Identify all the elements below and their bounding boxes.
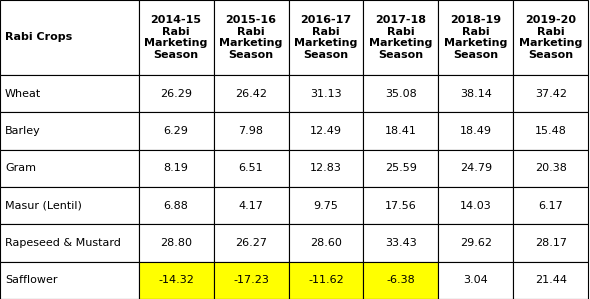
Bar <box>289 150 363 187</box>
Bar <box>363 150 438 187</box>
Bar <box>438 75 513 112</box>
Text: 6.51: 6.51 <box>239 163 263 173</box>
Text: 26.29: 26.29 <box>160 89 192 99</box>
Text: 6.17: 6.17 <box>539 201 563 211</box>
Text: 35.08: 35.08 <box>385 89 417 99</box>
Bar <box>363 112 438 150</box>
Text: 12.83: 12.83 <box>310 163 342 173</box>
Text: 26.27: 26.27 <box>235 238 267 248</box>
Bar <box>214 187 289 224</box>
Bar <box>289 75 363 112</box>
Text: Rapeseed & Mustard: Rapeseed & Mustard <box>5 238 121 248</box>
Text: Barley: Barley <box>5 126 41 136</box>
Text: -6.38: -6.38 <box>386 275 415 285</box>
Text: 2019-20
Rabi
Marketing
Season: 2019-20 Rabi Marketing Season <box>519 15 582 60</box>
Text: 2014-15
Rabi
Marketing
Season: 2014-15 Rabi Marketing Season <box>145 15 208 60</box>
Bar <box>139 75 214 112</box>
Text: 38.14: 38.14 <box>460 89 492 99</box>
Text: 18.41: 18.41 <box>385 126 417 136</box>
Bar <box>0 75 139 112</box>
Bar <box>289 187 363 224</box>
Text: 3.04: 3.04 <box>464 275 488 285</box>
Bar <box>289 224 363 262</box>
Bar <box>139 0 214 75</box>
Bar <box>0 224 139 262</box>
Text: -17.23: -17.23 <box>233 275 269 285</box>
Bar <box>513 187 588 224</box>
Bar <box>363 0 438 75</box>
Bar <box>438 112 513 150</box>
Text: 17.56: 17.56 <box>385 201 417 211</box>
Bar <box>438 150 513 187</box>
Text: 6.29: 6.29 <box>163 126 189 136</box>
Text: 31.13: 31.13 <box>310 89 342 99</box>
Text: 37.42: 37.42 <box>535 89 567 99</box>
Text: 14.03: 14.03 <box>460 201 491 211</box>
Text: Masur (Lentil): Masur (Lentil) <box>5 201 82 211</box>
Text: 4.17: 4.17 <box>238 201 264 211</box>
Bar <box>513 224 588 262</box>
Bar <box>0 150 139 187</box>
Text: -14.32: -14.32 <box>158 275 194 285</box>
Text: 24.79: 24.79 <box>460 163 492 173</box>
Bar <box>513 112 588 150</box>
Text: 8.19: 8.19 <box>163 163 189 173</box>
Bar <box>513 75 588 112</box>
Bar <box>139 187 214 224</box>
Text: 28.17: 28.17 <box>535 238 567 248</box>
Text: 6.88: 6.88 <box>163 201 189 211</box>
Text: Gram: Gram <box>5 163 36 173</box>
Text: Safflower: Safflower <box>5 275 57 285</box>
Bar <box>214 0 289 75</box>
Text: 2018-19
Rabi
Marketing
Season: 2018-19 Rabi Marketing Season <box>444 15 507 60</box>
Bar <box>513 0 588 75</box>
Text: 20.38: 20.38 <box>535 163 567 173</box>
Bar <box>513 150 588 187</box>
Text: 18.49: 18.49 <box>460 126 492 136</box>
Bar <box>513 262 588 299</box>
Text: 25.59: 25.59 <box>385 163 417 173</box>
Bar <box>139 112 214 150</box>
Text: 2015-16
Rabi
Marketing
Season: 2015-16 Rabi Marketing Season <box>219 15 283 60</box>
Bar <box>139 262 214 299</box>
Bar <box>363 75 438 112</box>
Bar <box>289 112 363 150</box>
Bar <box>438 187 513 224</box>
Bar <box>214 262 289 299</box>
Bar <box>438 262 513 299</box>
Text: 21.44: 21.44 <box>535 275 567 285</box>
Bar <box>214 224 289 262</box>
Text: 33.43: 33.43 <box>385 238 417 248</box>
Bar <box>438 224 513 262</box>
Text: 12.49: 12.49 <box>310 126 342 136</box>
Text: 7.98: 7.98 <box>238 126 264 136</box>
Text: 15.48: 15.48 <box>535 126 567 136</box>
Text: 9.75: 9.75 <box>313 201 339 211</box>
Bar <box>139 224 214 262</box>
Bar <box>289 262 363 299</box>
Text: Rabi Crops: Rabi Crops <box>5 33 72 42</box>
Bar <box>363 262 438 299</box>
Text: Wheat: Wheat <box>5 89 41 99</box>
Text: 26.42: 26.42 <box>235 89 267 99</box>
Text: 28.80: 28.80 <box>160 238 192 248</box>
Bar <box>438 0 513 75</box>
Bar <box>0 187 139 224</box>
Bar <box>363 224 438 262</box>
Text: 2016-17
Rabi
Marketing
Season: 2016-17 Rabi Marketing Season <box>294 15 358 60</box>
Bar <box>214 112 289 150</box>
Bar <box>214 150 289 187</box>
Bar <box>214 75 289 112</box>
Bar <box>0 262 139 299</box>
Text: 29.62: 29.62 <box>460 238 492 248</box>
Bar <box>0 0 139 75</box>
Bar <box>363 187 438 224</box>
Text: -11.62: -11.62 <box>308 275 344 285</box>
Text: 28.60: 28.60 <box>310 238 342 248</box>
Bar <box>139 150 214 187</box>
Text: 2017-18
Rabi
Marketing
Season: 2017-18 Rabi Marketing Season <box>369 15 432 60</box>
Bar <box>0 112 139 150</box>
Bar <box>289 0 363 75</box>
